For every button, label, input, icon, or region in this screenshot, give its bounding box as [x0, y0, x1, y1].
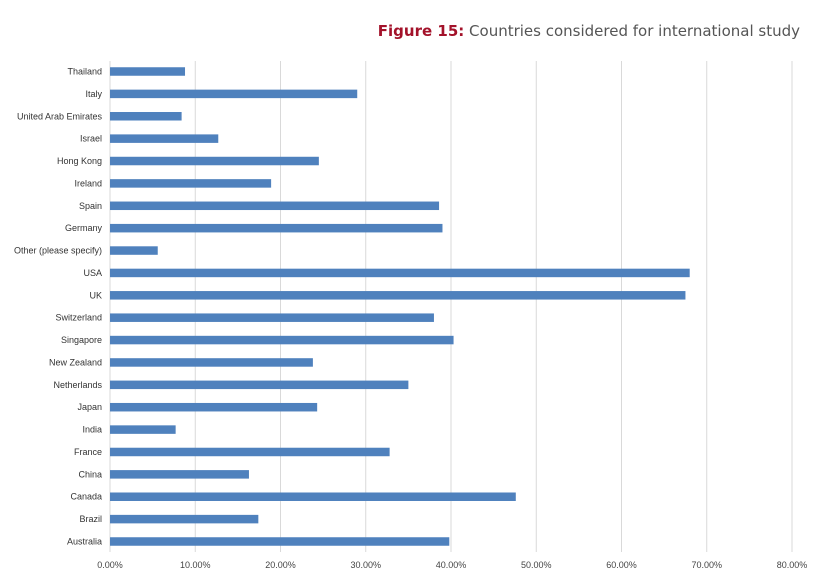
x-tick-label: 40.00% — [436, 560, 467, 570]
bar — [110, 425, 176, 434]
category-label: Netherlands — [53, 380, 102, 390]
bar — [110, 470, 249, 479]
x-tick-label: 70.00% — [691, 560, 722, 570]
category-label: Germany — [65, 223, 103, 233]
bar — [110, 514, 259, 524]
figure-label: Figure 15: — [377, 22, 465, 40]
bar — [110, 537, 450, 546]
x-tick-label: 80.00% — [777, 560, 808, 570]
bar — [110, 447, 390, 457]
category-label: Japan — [77, 402, 102, 412]
category-label: UK — [89, 290, 102, 300]
category-label: New Zealand — [49, 357, 102, 367]
category-label: Italy — [85, 89, 102, 99]
bar — [110, 492, 516, 501]
x-tick-label: 10.00% — [180, 560, 211, 570]
x-tick-label: 60.00% — [606, 560, 637, 570]
category-label: Ireland — [74, 178, 102, 188]
category-label: Switzerland — [55, 313, 102, 323]
category-label: Hong Kong — [57, 156, 102, 166]
category-label: Australia — [67, 537, 102, 547]
bar — [110, 67, 186, 76]
category-label: Spain — [79, 201, 102, 211]
bar — [110, 112, 182, 121]
bar — [110, 380, 409, 390]
category-label: United Arab Emirates — [17, 111, 103, 121]
category-label: Singapore — [61, 335, 102, 345]
bar — [110, 134, 219, 143]
x-tick-label: 0.00% — [97, 560, 123, 570]
category-label: India — [82, 425, 102, 435]
x-tick-label: 20.00% — [265, 560, 296, 570]
bar — [110, 313, 434, 322]
category-label: USA — [83, 268, 102, 278]
bar — [110, 358, 313, 367]
bar — [110, 223, 443, 233]
bar — [110, 156, 319, 166]
bar — [110, 268, 690, 278]
category-label: Brazil — [79, 514, 102, 524]
bar — [110, 179, 272, 188]
category-label: Thailand — [67, 67, 102, 77]
x-tick-label: 50.00% — [521, 560, 552, 570]
category-label: France — [74, 447, 102, 457]
category-label: China — [78, 469, 102, 479]
figure-title: Figure 15: Countries considered for inte… — [378, 22, 800, 40]
figure-caption: Countries considered for international s… — [469, 22, 800, 40]
bar — [110, 291, 686, 300]
bar — [110, 335, 454, 345]
category-label: Other (please specify) — [14, 246, 102, 256]
category-label: Israel — [80, 134, 102, 144]
bar — [110, 201, 440, 211]
x-tick-label: 30.00% — [350, 560, 381, 570]
bar — [110, 89, 358, 99]
bar — [110, 402, 318, 412]
category-label: Canada — [70, 492, 102, 502]
bar — [110, 246, 158, 255]
